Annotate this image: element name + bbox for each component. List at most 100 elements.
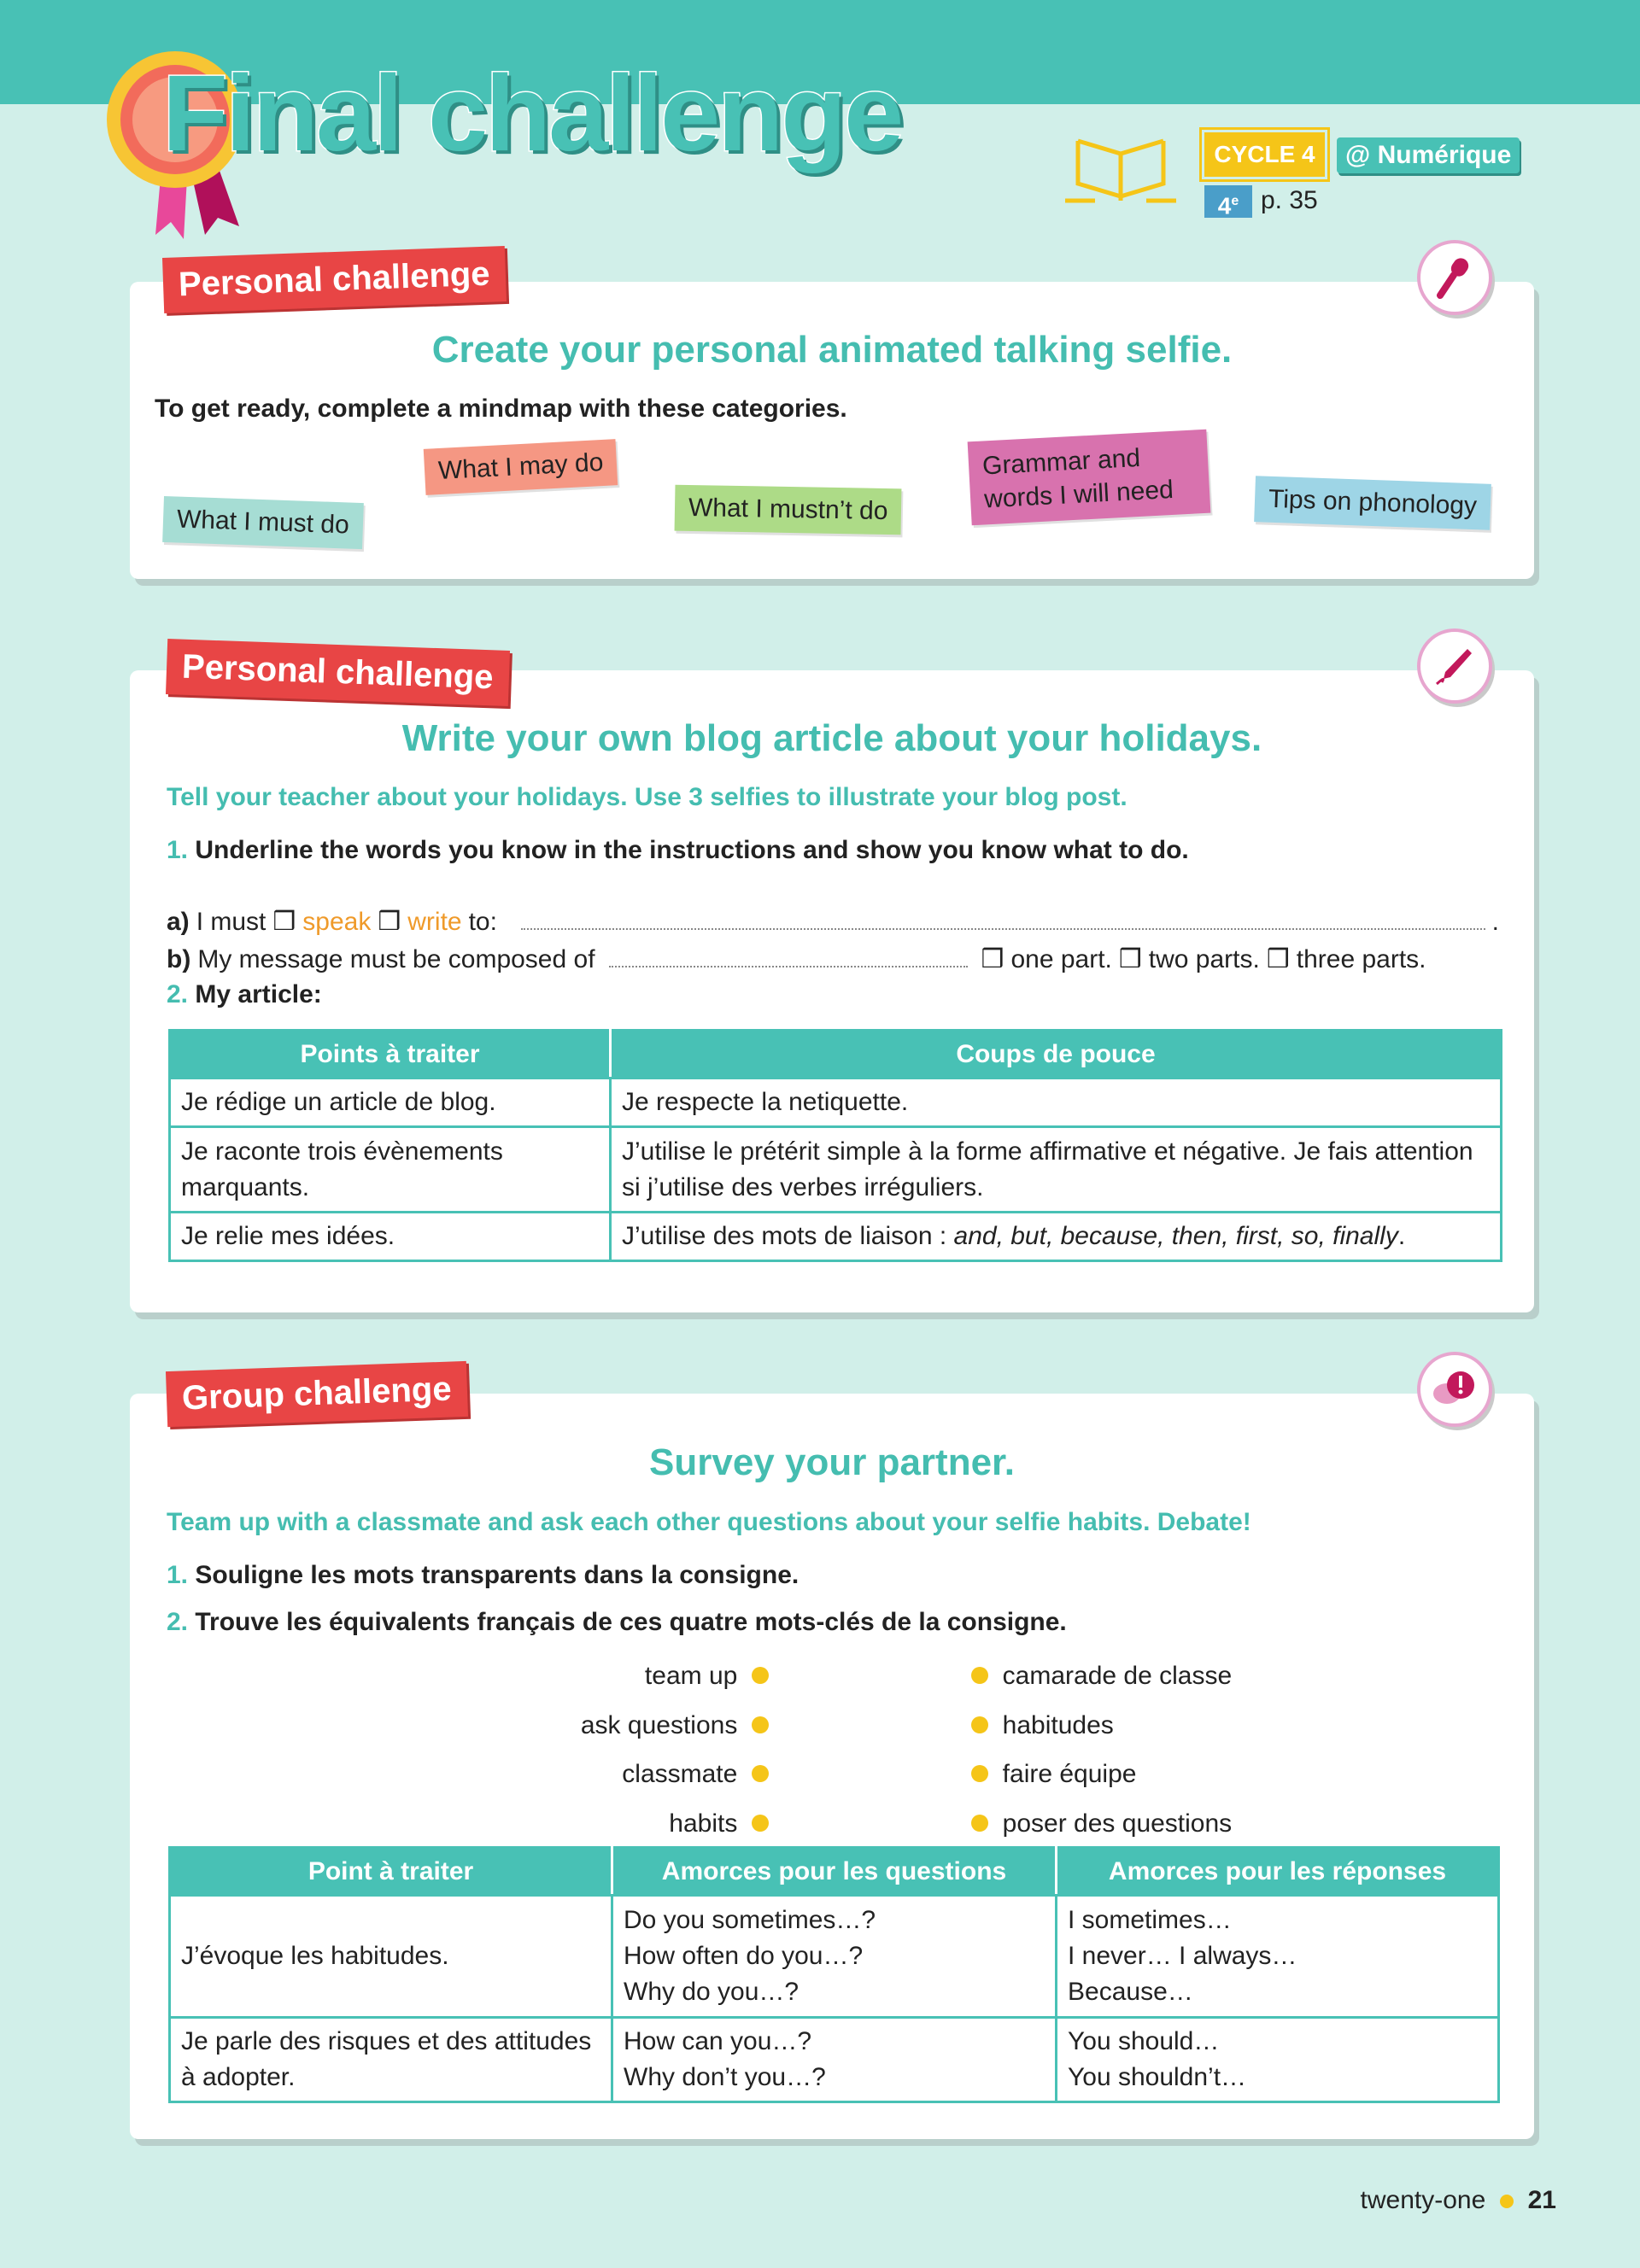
match-dot[interactable] <box>971 1814 988 1832</box>
word: habitudes <box>1002 1710 1114 1739</box>
matching-left: team up ask questions classmate habits <box>427 1651 769 1848</box>
cell-italic: and, but, because, then, first, so, fina… <box>953 1222 1398 1250</box>
a-to: to: <box>468 908 497 936</box>
checkbox[interactable]: ❒ <box>272 908 296 936</box>
cell: Je relie mes idées. <box>168 1211 612 1262</box>
q-text: Underline the words you know in the inst… <box>195 836 1189 864</box>
a-prefix: a) <box>167 908 190 936</box>
cell: Je parle des risques et des attitudes à … <box>168 2016 613 2103</box>
cell: J’utilise des mots de liaison : and, but… <box>609 1211 1502 1262</box>
pen-icon <box>1417 628 1492 704</box>
question-2: 2. Trouve les équivalents français de ce… <box>167 1608 1067 1637</box>
cell: You should… You shouldn’t… <box>1055 2016 1500 2103</box>
line-b: b) My message must be composed of ❒ one pa… <box>167 944 1499 974</box>
page-footer: twenty-one 21 <box>1361 2186 1556 2215</box>
a-text: I must <box>196 908 266 936</box>
ribbon-badge-icon <box>102 47 256 243</box>
word: habits <box>669 1809 738 1838</box>
card-title: Write your own blog article about your h… <box>401 717 1262 759</box>
match-dot[interactable] <box>752 1667 769 1684</box>
card-title: Create your personal animated talking se… <box>431 329 1233 371</box>
question-1: 1. Underline the words you know in the i… <box>167 836 1189 865</box>
card-title: Survey your partner. <box>649 1441 1015 1483</box>
numerique-badge[interactable]: @ Numérique <box>1337 137 1520 173</box>
cell-end: . <box>1397 1222 1406 1250</box>
question-1: 1. Souligne les mots transparents dans l… <box>167 1561 799 1590</box>
match-dot[interactable] <box>752 1765 769 1782</box>
cell: I sometimes… I never… I always… Because… <box>1055 1894 1500 2019</box>
article-table: Points à traiter Coups de pouce Je rédige… <box>168 1029 1502 1262</box>
q-num: 2. <box>167 1608 189 1636</box>
note-phonology: Tips on phonology <box>1254 476 1491 530</box>
match-dot[interactable] <box>971 1765 988 1782</box>
b-prefix: b) <box>167 945 191 973</box>
q-num: 2. <box>167 980 189 1008</box>
word: team up <box>644 1662 738 1690</box>
question-2: 2. My article: <box>167 980 322 1009</box>
cell: Je respecte la netiquette. <box>609 1077 1502 1128</box>
note-must: What I must do <box>162 495 364 550</box>
word: ask questions <box>580 1710 738 1739</box>
fill-in-line[interactable] <box>608 966 968 967</box>
cell: J’évoque les habitudes. <box>168 1894 613 2019</box>
matching-right: camarade de classe habitudes faire équip… <box>971 1651 1232 1848</box>
match-dot[interactable] <box>752 1716 769 1733</box>
table-row: Je rédige un article de blog. Je respecte… <box>168 1077 1502 1128</box>
speech-bubble-exclamation-icon <box>1417 1352 1492 1427</box>
checkbox[interactable]: ❒ <box>981 945 1004 973</box>
match-dot[interactable] <box>971 1716 988 1733</box>
q-text: Souligne les mots transparents dans la c… <box>195 1561 800 1589</box>
match-dot[interactable] <box>752 1814 769 1832</box>
grade-sup: e <box>1231 194 1239 208</box>
cell: Je raconte trois évènements marquants. <box>168 1125 612 1213</box>
match-item[interactable]: habitudes <box>971 1701 1232 1751</box>
grade-badge: 4e <box>1204 185 1252 219</box>
option-speak: speak <box>302 908 372 936</box>
table-row: J’évoque les habitudes. Do you sometimes…… <box>168 1894 1500 2019</box>
cell: Je rédige un article de blog. <box>168 1077 612 1128</box>
q-text: My article: <box>195 980 322 1008</box>
checkbox[interactable]: ❒ <box>378 908 401 936</box>
page-number: 21 <box>1527 2186 1556 2214</box>
q-num: 1. <box>167 1561 189 1589</box>
instruction: To get ready, complete a mindmap with th… <box>155 395 847 423</box>
bullet-icon <box>1499 2195 1514 2208</box>
checkbox[interactable]: ❒ <box>1118 945 1142 973</box>
col-header: Point à traiter <box>168 1846 613 1897</box>
word: faire équipe <box>1002 1760 1137 1788</box>
checkbox[interactable]: ❒ <box>1266 945 1290 973</box>
table-row: Je raconte trois évènements marquants. J’… <box>168 1125 1502 1213</box>
match-item[interactable]: poser des questions <box>971 1799 1232 1849</box>
microphone-icon <box>1417 240 1492 315</box>
match-item[interactable]: team up <box>427 1651 769 1701</box>
page-word: twenty-one <box>1360 2186 1486 2214</box>
option-write: write <box>407 908 462 936</box>
note-grammar: Grammar and words I will need <box>967 429 1211 526</box>
page-title: Final challenge <box>161 52 905 175</box>
fill-in-line[interactable] <box>520 928 1485 930</box>
challenge-label: Personal challenge <box>165 639 510 706</box>
survey-table: Point à traiter Amorces pour les question… <box>168 1846 1500 2103</box>
col-header: Amorces pour les questions <box>611 1846 1057 1897</box>
match-dot[interactable] <box>971 1667 988 1684</box>
grade: 4 <box>1217 192 1232 219</box>
cell: How can you…? Why don’t you…? <box>611 2016 1057 2103</box>
word: poser des questions <box>1002 1809 1233 1838</box>
col-header: Points à traiter <box>168 1029 612 1079</box>
match-item[interactable]: faire équipe <box>971 1750 1232 1799</box>
option: three parts. <box>1296 945 1426 973</box>
match-item[interactable]: classmate <box>427 1750 769 1799</box>
option: one part. <box>1010 945 1112 973</box>
cycle-badge: CYCLE 4 <box>1199 127 1330 182</box>
match-item[interactable]: camarade de classe <box>971 1651 1232 1701</box>
match-item[interactable]: ask questions <box>427 1701 769 1751</box>
table-row: Je parle des risques et des attitudes à … <box>168 2016 1500 2103</box>
match-item[interactable]: habits <box>427 1799 769 1849</box>
cell-text: J’utilise des mots de liaison : <box>622 1222 954 1250</box>
note-mustnt: What I mustn’t do <box>674 484 902 535</box>
option: two parts. <box>1148 945 1260 973</box>
line-a: a) I must ❒ speak ❒ write to: . <box>167 908 1499 936</box>
intro: Tell your teacher about your holidays. U… <box>167 783 1128 811</box>
b-text: My message must be composed of <box>197 945 595 973</box>
top-band <box>0 0 1640 104</box>
